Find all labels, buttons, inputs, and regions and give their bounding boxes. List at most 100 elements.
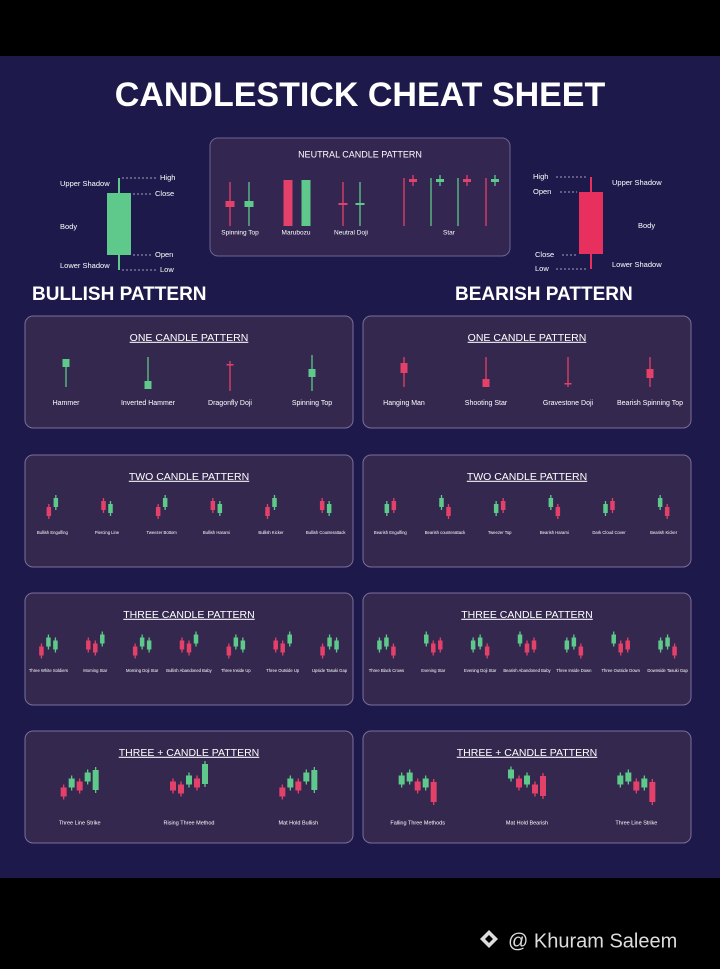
candle-body	[384, 637, 389, 647]
pattern-label: Hammer	[53, 400, 81, 407]
candle-body	[500, 501, 506, 510]
candle-body	[457, 201, 459, 203]
candle-body	[657, 498, 663, 507]
candle-body	[92, 770, 99, 790]
pattern-label: Upside Tasuki Gap	[312, 668, 348, 673]
candle-body	[60, 787, 67, 797]
pattern-label: Dragonfly Doji	[208, 400, 252, 407]
candle-body	[226, 646, 232, 656]
candle-body	[485, 201, 487, 203]
pattern-label: Bullish Harami	[203, 530, 230, 535]
watermark-text: @ Khuram Saleem	[508, 930, 677, 952]
candle-body	[301, 180, 311, 226]
pattern-label: Bearish counterattack	[425, 530, 466, 535]
pattern-label: Three Outside Up	[266, 668, 300, 673]
pattern-label: Spinning Top	[292, 400, 332, 407]
candle-body	[664, 507, 670, 516]
candle-body	[338, 203, 348, 205]
pattern-label: Tweezer Bottom	[147, 530, 178, 535]
pattern-label: Three Line Strike	[615, 820, 657, 826]
candle-body	[400, 363, 408, 373]
candle-body	[540, 776, 546, 796]
label: Low	[535, 264, 549, 273]
candle-body	[482, 379, 490, 387]
pattern-label: Hanging Man	[383, 400, 425, 407]
candle-body	[610, 501, 615, 510]
candle-body	[649, 782, 656, 802]
candle-body	[326, 504, 332, 513]
candle-body	[384, 504, 390, 513]
bearish-anatomy: High Open Upper Shadow Body Close Low Lo…	[533, 172, 662, 273]
candle-body	[403, 201, 405, 203]
label: Lower Shadow	[612, 260, 662, 269]
pattern-label: Evening Doji Star	[464, 668, 497, 673]
candle-body	[303, 772, 310, 782]
candle-body	[273, 640, 278, 650]
candle-body	[611, 634, 616, 644]
pattern-label: Three Inside Up	[221, 668, 251, 673]
candle-body	[355, 203, 365, 205]
candle-body	[280, 643, 285, 653]
candle-body	[287, 634, 292, 644]
candle-body	[508, 769, 514, 779]
pattern-label: Evening Star	[421, 668, 446, 673]
candle-body	[672, 646, 677, 656]
pattern-label: Three Line Strike	[59, 820, 101, 826]
candle-body	[146, 640, 152, 650]
label: Close	[535, 250, 554, 259]
candle-body	[178, 784, 184, 794]
pattern-label: Bullish Kicker	[258, 530, 284, 535]
pattern-label: Bearish Spinning Top	[617, 400, 683, 407]
candle-body	[155, 507, 161, 516]
candle-body	[377, 640, 382, 650]
panel-title: THREE CANDLE PATTERN	[123, 609, 254, 621]
candle-body	[308, 369, 316, 377]
candle-body	[524, 643, 530, 653]
pattern-label: Bearish Harami	[540, 530, 569, 535]
candle-body	[625, 640, 630, 650]
candle-body	[617, 775, 624, 785]
candle-body	[414, 781, 421, 791]
pattern-label: Inverted Hammer	[121, 400, 176, 407]
candle-body	[470, 640, 476, 650]
pattern-label: Shooting Star	[465, 400, 508, 407]
candle-body	[516, 778, 522, 788]
candle-body	[225, 201, 235, 207]
label: Open	[155, 250, 173, 259]
candle-body	[295, 781, 302, 791]
candle-body	[101, 501, 106, 510]
candle-body	[62, 359, 70, 367]
candle-body	[132, 646, 138, 656]
pattern-label: Piercing Line	[95, 530, 120, 535]
pattern-label: Star	[443, 230, 456, 237]
pattern-label: Morning Doji Star	[126, 668, 159, 673]
pattern-label: Three Outside Down	[602, 668, 641, 673]
candle-body	[391, 646, 396, 656]
panel-title: ONE CANDLE PATTERN	[468, 332, 587, 344]
candle-body	[641, 778, 648, 788]
candle-body	[319, 501, 325, 510]
candle-body	[646, 369, 654, 378]
candle-body	[618, 643, 623, 653]
candle-body	[39, 646, 44, 656]
candle-body	[398, 775, 405, 785]
candle-body	[194, 778, 200, 788]
panel	[24, 454, 354, 568]
pattern-label: Three White Soldiers	[29, 668, 68, 673]
candle-body	[406, 772, 413, 782]
candle-body	[491, 179, 499, 182]
candle-body	[193, 634, 199, 644]
label: Lower Shadow	[60, 261, 110, 270]
candle-body	[202, 764, 208, 784]
pattern-label: Bearish Kicker	[650, 530, 678, 535]
candle-body	[571, 637, 577, 647]
label: Body	[638, 221, 655, 230]
candle-body	[226, 364, 234, 366]
pattern-label: Bullish Counterattack	[306, 530, 346, 535]
candle-body	[436, 179, 444, 182]
pattern-label: Bullish Engulfing	[37, 530, 69, 535]
candle-body	[531, 640, 537, 650]
candle-body	[68, 778, 75, 788]
candle-body	[555, 507, 561, 516]
candle-body	[311, 770, 318, 790]
